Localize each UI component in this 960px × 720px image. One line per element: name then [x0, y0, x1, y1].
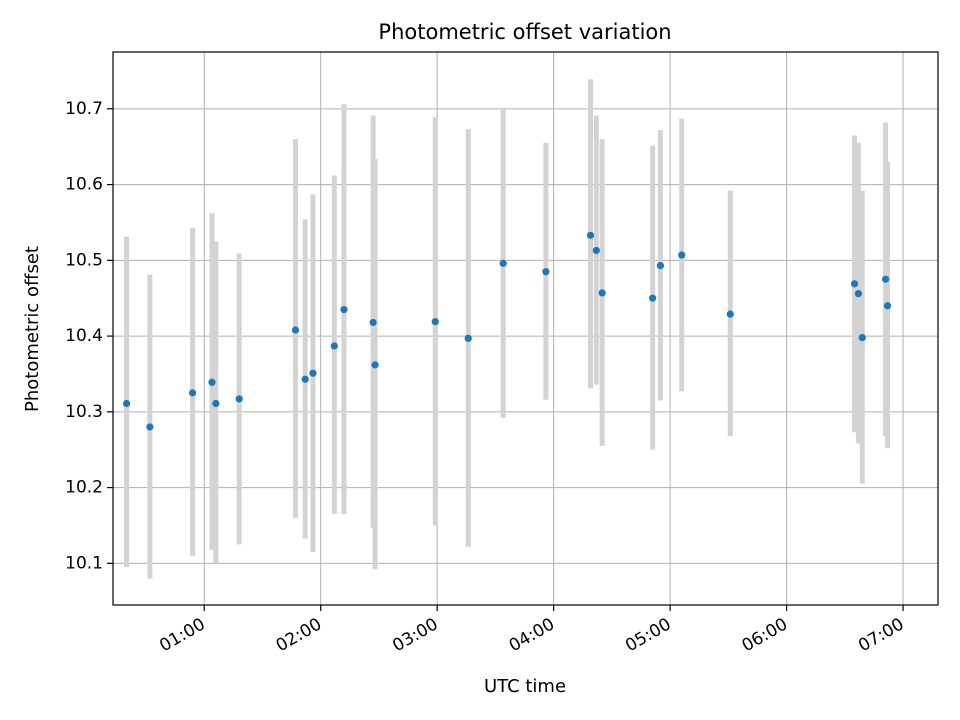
data-point — [656, 262, 665, 270]
data-point — [464, 334, 472, 342]
data-point — [649, 294, 657, 302]
data-point — [212, 399, 220, 408]
data-point — [850, 280, 859, 288]
data-point — [431, 318, 439, 326]
data-point — [146, 423, 154, 431]
data-point — [330, 342, 338, 350]
data-point — [371, 361, 379, 369]
y-axis: 10.1 10.2 10.3 10.4 10.5 10.6 10.7 — [65, 99, 113, 573]
data-point — [340, 305, 348, 314]
y-tick-label: 10.3 — [65, 402, 103, 422]
data-point — [188, 389, 197, 397]
data-point — [309, 369, 317, 377]
data-point — [678, 251, 686, 259]
y-tick-label: 10.1 — [65, 553, 103, 573]
data-points — [122, 231, 892, 431]
y-axis-label: Photometric offset — [22, 246, 43, 412]
data-point — [499, 259, 507, 267]
data-point — [301, 375, 309, 383]
y-tick-label: 10.6 — [65, 175, 103, 195]
data-point — [122, 399, 131, 408]
data-point — [586, 231, 595, 239]
grid — [113, 52, 938, 605]
data-point — [542, 268, 550, 276]
data-point — [291, 326, 300, 334]
y-tick-label: 10.4 — [65, 326, 103, 346]
data-point — [208, 378, 216, 386]
y-tick-label: 10.2 — [65, 478, 103, 498]
data-point — [881, 275, 890, 283]
data-point — [235, 395, 243, 403]
data-point — [854, 290, 863, 298]
data-point — [883, 302, 892, 310]
data-point — [726, 310, 734, 318]
data-point — [592, 246, 600, 255]
data-point — [598, 289, 606, 297]
x-axis-label: UTC time — [484, 676, 566, 697]
data-point — [858, 333, 866, 342]
chart-title: Photometric offset variation — [378, 20, 671, 44]
y-tick-label: 10.7 — [65, 99, 103, 119]
plot-frame — [112, 51, 939, 606]
data-point — [369, 318, 377, 327]
y-tick-label: 10.5 — [65, 250, 103, 270]
